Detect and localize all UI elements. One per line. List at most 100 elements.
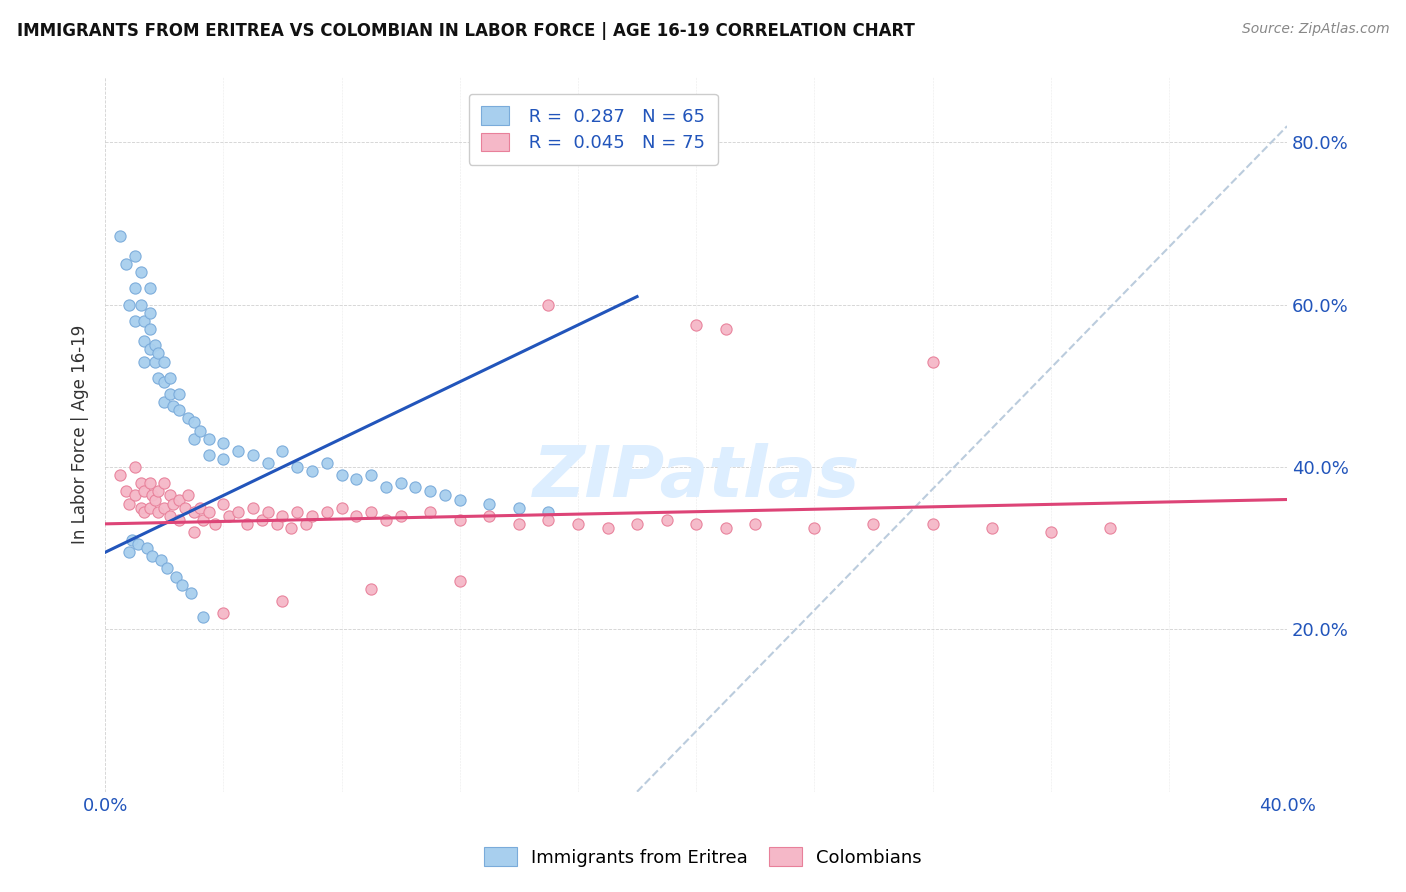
Point: [921, 354, 943, 368]
Point: [537, 298, 560, 312]
Point: [118, 545, 141, 559]
Point: [183, 505, 205, 519]
Point: [138, 281, 160, 295]
Point: [145, 338, 167, 352]
Point: [803, 521, 825, 535]
Point: [156, 561, 179, 575]
Point: [655, 513, 678, 527]
Point: [177, 411, 200, 425]
Point: [744, 516, 766, 531]
Point: [1039, 524, 1062, 539]
Point: [862, 516, 884, 531]
Point: [177, 488, 200, 502]
Point: [330, 500, 353, 515]
Point: [138, 343, 160, 357]
Point: [188, 500, 211, 515]
Point: [197, 432, 219, 446]
Point: [183, 432, 205, 446]
Point: [256, 505, 278, 519]
Point: [167, 492, 190, 507]
Point: [315, 456, 337, 470]
Text: ZIPatlas: ZIPatlas: [533, 443, 860, 512]
Point: [449, 513, 471, 527]
Text: Source: ZipAtlas.com: Source: ZipAtlas.com: [1241, 22, 1389, 37]
Point: [132, 314, 155, 328]
Point: [129, 476, 152, 491]
Point: [159, 488, 181, 502]
Point: [596, 521, 619, 535]
Point: [419, 484, 441, 499]
Point: [153, 354, 176, 368]
Point: [162, 497, 184, 511]
Point: [148, 484, 170, 499]
Point: [124, 314, 146, 328]
Point: [218, 508, 240, 523]
Point: [167, 513, 190, 527]
Point: [197, 505, 219, 519]
Point: [295, 516, 318, 531]
Point: [212, 497, 235, 511]
Point: [159, 370, 181, 384]
Point: [449, 574, 471, 588]
Point: [266, 516, 288, 531]
Point: [138, 322, 160, 336]
Point: [159, 387, 181, 401]
Point: [159, 508, 181, 523]
Point: [508, 500, 530, 515]
Point: [162, 399, 184, 413]
Point: [183, 416, 205, 430]
Point: [226, 505, 249, 519]
Point: [108, 228, 131, 243]
Point: [921, 516, 943, 531]
Point: [121, 533, 143, 547]
Point: [685, 318, 707, 332]
Point: [153, 476, 176, 491]
Point: [170, 578, 193, 592]
Point: [714, 322, 737, 336]
Point: [360, 505, 382, 519]
Point: [1098, 521, 1121, 535]
Point: [145, 354, 167, 368]
Point: [226, 443, 249, 458]
Legend:  R =  0.287   N = 65,  R =  0.045   N = 75: R = 0.287 N = 65, R = 0.045 N = 75: [468, 94, 717, 165]
Point: [508, 516, 530, 531]
Point: [132, 484, 155, 499]
Point: [188, 424, 211, 438]
Point: [191, 610, 214, 624]
Point: [374, 513, 396, 527]
Point: [191, 513, 214, 527]
Point: [271, 443, 294, 458]
Point: [271, 594, 294, 608]
Point: [124, 460, 146, 475]
Point: [138, 500, 160, 515]
Point: [129, 298, 152, 312]
Point: [212, 435, 235, 450]
Point: [330, 468, 353, 483]
Point: [204, 516, 226, 531]
Point: [138, 476, 160, 491]
Point: [478, 508, 501, 523]
Point: [132, 505, 155, 519]
Point: [153, 375, 176, 389]
Point: [212, 606, 235, 620]
Point: [242, 448, 264, 462]
Point: [138, 306, 160, 320]
Point: [124, 281, 146, 295]
Point: [197, 448, 219, 462]
Point: [124, 249, 146, 263]
Point: [344, 472, 367, 486]
Point: [132, 354, 155, 368]
Point: [389, 476, 412, 491]
Point: [250, 513, 273, 527]
Point: [129, 265, 152, 279]
Text: IMMIGRANTS FROM ERITREA VS COLOMBIAN IN LABOR FORCE | AGE 16-19 CORRELATION CHAR: IMMIGRANTS FROM ERITREA VS COLOMBIAN IN …: [17, 22, 915, 40]
Point: [626, 516, 648, 531]
Point: [256, 456, 278, 470]
Point: [280, 521, 302, 535]
Point: [242, 500, 264, 515]
Point: [108, 468, 131, 483]
Point: [285, 505, 308, 519]
Point: [419, 505, 441, 519]
Point: [148, 505, 170, 519]
Point: [167, 387, 190, 401]
